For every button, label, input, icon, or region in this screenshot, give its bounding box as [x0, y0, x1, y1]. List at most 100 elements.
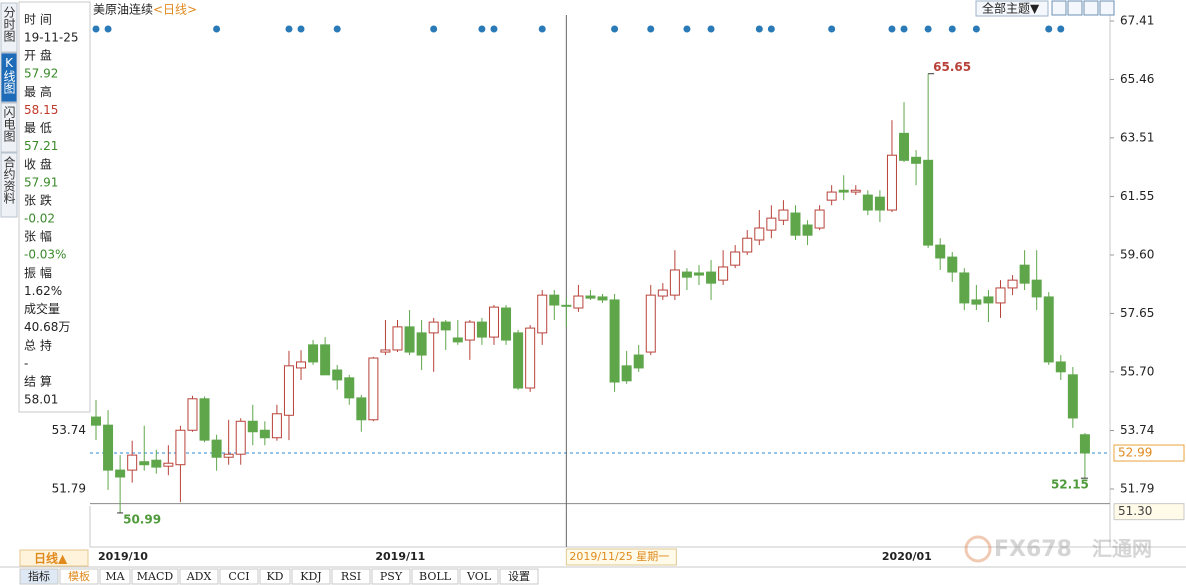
info-value: 58.01	[24, 393, 58, 407]
event-marker[interactable]	[948, 25, 956, 33]
candle-body	[959, 272, 970, 304]
candle-body	[175, 429, 186, 466]
x-tick-label: 2020/01	[882, 550, 932, 563]
period-selector[interactable]: 日线▲	[34, 551, 68, 566]
candle-body	[838, 189, 849, 193]
side-tab-label[interactable]: 分时图	[2, 6, 16, 42]
toolbar-label[interactable]: RSI	[341, 570, 361, 583]
candle-body	[681, 271, 692, 278]
event-marker[interactable]	[888, 25, 896, 33]
theme-button[interactable]: 全部主题▼	[982, 1, 1040, 16]
event-marker[interactable]	[611, 25, 619, 33]
icon[interactable]	[1083, 0, 1099, 16]
toolbar-label[interactable]: PSY	[380, 570, 403, 583]
candle-body	[573, 295, 584, 309]
event-marker[interactable]	[92, 25, 100, 33]
side-tab[interactable]	[0, 102, 18, 153]
toolbar-label[interactable]: MACD	[137, 570, 174, 583]
event-marker[interactable]	[647, 25, 655, 33]
side-tab[interactable]	[0, 52, 18, 103]
event-marker[interactable]	[538, 25, 546, 33]
toolbar-button[interactable]	[499, 568, 539, 585]
info-label: 开 盘	[24, 48, 52, 63]
event-marker[interactable]	[297, 25, 305, 33]
window-icons	[1051, 0, 1115, 16]
side-tab-label[interactable]: K线图	[2, 56, 16, 94]
toolbar-button[interactable]	[219, 568, 259, 585]
event-marker[interactable]	[755, 25, 763, 33]
icon[interactable]	[1051, 0, 1067, 16]
x-tick-label: 2019/10	[98, 550, 148, 563]
side-tab[interactable]	[0, 152, 18, 218]
watermark-logo	[964, 535, 992, 563]
info-value: 58.15	[24, 103, 58, 117]
icon[interactable]	[1099, 0, 1115, 16]
event-marker[interactable]	[972, 25, 980, 33]
toolbar-label[interactable]: CCI	[228, 570, 249, 583]
candle-body	[537, 294, 548, 334]
toolbar-button[interactable]	[19, 568, 59, 585]
candle-body	[91, 416, 101, 426]
instrument-title: 美原油连续	[93, 2, 153, 17]
y-tick-label: 63.51	[1120, 130, 1154, 144]
toolbar-label[interactable]: 指标	[28, 569, 50, 583]
toolbar-label[interactable]: MA	[105, 570, 125, 583]
toolbar-label[interactable]: VOL	[466, 570, 492, 583]
toolbar-button[interactable]	[371, 568, 411, 585]
event-marker[interactable]	[924, 25, 932, 33]
event-marker[interactable]	[1057, 25, 1065, 33]
info-value: -0.02	[24, 212, 55, 226]
event-marker[interactable]	[683, 25, 691, 33]
candle-body	[561, 304, 572, 307]
candle-body	[404, 326, 415, 353]
toolbar-button[interactable]	[291, 568, 331, 585]
event-marker[interactable]	[104, 25, 112, 33]
event-marker[interactable]	[478, 25, 486, 33]
event-marker[interactable]	[900, 25, 908, 33]
event-marker[interactable]	[1045, 25, 1053, 33]
event-marker[interactable]	[707, 25, 715, 33]
event-marker[interactable]	[828, 25, 836, 33]
candle-body	[1031, 279, 1042, 298]
max-label: 65.65	[933, 60, 971, 74]
info-value: 19-11-25	[24, 31, 78, 45]
side-tab-label[interactable]: 闪电图	[2, 106, 16, 142]
toolbar-button[interactable]	[59, 568, 99, 585]
toolbar-button[interactable]	[179, 568, 219, 585]
candle-body	[995, 287, 1006, 304]
toolbar-button[interactable]	[411, 568, 459, 585]
toolbar-button[interactable]	[131, 568, 179, 585]
toolbar-label[interactable]: BOLL	[419, 570, 452, 583]
y-tick-label: 51.79	[1120, 481, 1154, 495]
candle-body	[199, 398, 210, 441]
event-marker[interactable]	[430, 25, 438, 33]
toolbar-button[interactable]	[331, 568, 371, 585]
candle-body	[742, 237, 753, 253]
candle-body	[428, 321, 439, 334]
event-marker[interactable]	[767, 25, 775, 33]
info-label: 振 幅	[24, 265, 52, 280]
toolbar-button[interactable]	[459, 568, 499, 585]
event-marker[interactable]	[333, 25, 341, 33]
price-label: 52.99	[1118, 446, 1152, 460]
toolbar-label[interactable]: ADX	[186, 570, 212, 583]
toolbar-label[interactable]: 设置	[508, 570, 530, 583]
toolbar-label[interactable]: 模板	[68, 569, 90, 583]
side-tab-label[interactable]: 合约资料	[2, 155, 16, 204]
period-selector-box[interactable]	[19, 549, 89, 567]
candle-body	[259, 429, 270, 439]
info-value: -	[24, 356, 28, 370]
event-marker[interactable]	[285, 25, 293, 33]
candle-body	[850, 189, 861, 193]
event-marker[interactable]	[490, 25, 498, 33]
info-label: 张 幅	[24, 229, 52, 244]
toolbar-label[interactable]: KDJ	[300, 570, 321, 583]
toolbar-label[interactable]: KD	[266, 570, 283, 583]
toolbar-button[interactable]	[99, 568, 131, 585]
icon[interactable]	[1067, 0, 1083, 16]
toolbar-button[interactable]	[259, 568, 291, 585]
side-tab[interactable]	[0, 2, 18, 53]
info-value: 57.91	[24, 175, 58, 189]
y-tick-label-left: 53.74	[52, 423, 86, 437]
event-marker[interactable]	[213, 25, 221, 33]
